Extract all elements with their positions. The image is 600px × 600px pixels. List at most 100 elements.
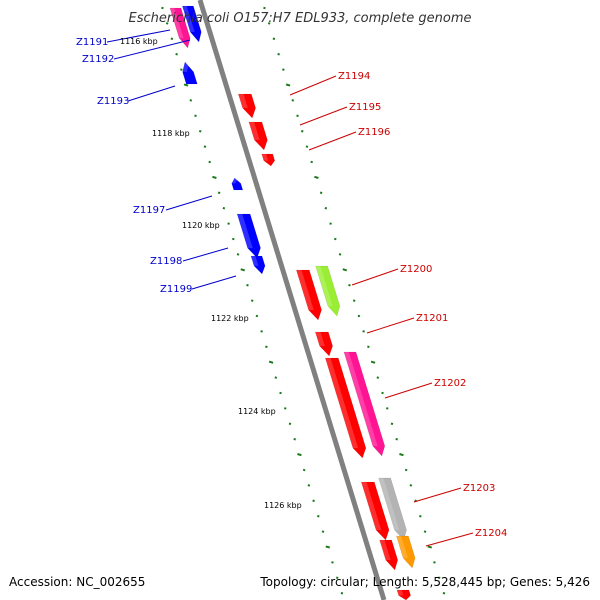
- tick-mark: [227, 222, 230, 225]
- tick-mark: [381, 391, 384, 395]
- kbp-label-1126: 1126 kbp: [264, 501, 302, 510]
- gene-label-z1192[interactable]: Z1192: [82, 54, 114, 65]
- gene-feature-z1204-red[interactable]: [396, 589, 411, 600]
- gene-feature-z1200-lime[interactable]: [315, 265, 341, 317]
- tick-mark: [305, 145, 309, 148]
- tick-mark: [212, 175, 217, 179]
- label-layer: Z1191 Z1192 Z1193 Z1194 Z1195 Z1196 Z1197 Z1198…: [76, 37, 507, 539]
- gene-label-z1198[interactable]: Z1198: [150, 256, 182, 267]
- gene-feature-highlight: [231, 178, 239, 184]
- tick-mark: [255, 314, 259, 318]
- leader-line-z1198: [182, 247, 229, 262]
- gene-feature-z1201-red[interactable]: [314, 331, 333, 357]
- gene-feature-z1203-red[interactable]: [360, 481, 390, 541]
- tick-mark: [232, 237, 235, 241]
- gene-feature-z1192-blue[interactable]: [182, 5, 202, 43]
- gene-feature-z1198-blue[interactable]: [236, 213, 261, 259]
- tick-mark: [409, 484, 413, 487]
- tick-mark: [222, 206, 226, 210]
- gene-feature-highlight: [343, 352, 378, 446]
- tick-mark: [314, 175, 319, 179]
- tick-mark: [329, 222, 332, 225]
- tick-mark: [175, 52, 178, 56]
- leader-line-z1193: [127, 85, 176, 102]
- tick-mark: [433, 561, 436, 564]
- tick-mark: [399, 453, 404, 457]
- map-title: Escherichia coli O157:H7 EDL933, complet…: [129, 11, 472, 26]
- gene-label-z1196[interactable]: Z1196: [358, 127, 390, 138]
- gene-feature-z1197-blue[interactable]: [231, 177, 244, 191]
- gene-label-z1199[interactable]: Z1199: [160, 284, 192, 295]
- gene-label-z1204[interactable]: Z1204: [475, 528, 507, 539]
- tick-mark: [312, 499, 315, 503]
- kbp-label-1116: 1116 kbp: [120, 37, 158, 46]
- gene-feature-z1195-red[interactable]: [248, 121, 268, 151]
- gene-feature-z1202-pink[interactable]: [343, 351, 386, 457]
- gene-label-z1202[interactable]: Z1202: [434, 378, 466, 389]
- leader-line-z1194: [289, 75, 337, 96]
- tick-mark: [442, 591, 446, 595]
- tick-mark: [208, 160, 211, 164]
- gene-feature-z1202-red[interactable]: [324, 357, 367, 459]
- kbp-label-1124: 1124 kbp: [238, 407, 276, 416]
- gene-feature-highlight: [248, 122, 260, 140]
- tick-mark: [348, 283, 351, 287]
- tick-mark: [390, 422, 394, 426]
- label-leaders: [106, 29, 474, 547]
- kbp-label-1120: 1120 kbp: [182, 221, 220, 230]
- gene-feature-z1200-red[interactable]: [295, 269, 322, 321]
- tick-mark: [340, 591, 344, 595]
- tick-mark: [285, 83, 291, 87]
- gene-feature-z1191-pink[interactable]: [169, 7, 191, 49]
- leader-line-z1192: [113, 39, 191, 60]
- tick-mark: [272, 37, 276, 41]
- gene-feature-highlight: [261, 154, 269, 161]
- tick-mark: [300, 129, 304, 133]
- gene-feature-highlight: [296, 270, 314, 310]
- gene-feature-z1194-red[interactable]: [237, 93, 256, 119]
- tick-mark: [203, 145, 207, 148]
- gene-feature-highlight: [238, 94, 248, 108]
- gene-feature-z1193-blue[interactable]: [182, 61, 198, 85]
- leader-line-z1191: [106, 29, 171, 43]
- gene-label-z1193[interactable]: Z1193: [97, 96, 129, 107]
- tick-layer: [161, 6, 446, 595]
- leader-line-z1196: [308, 131, 357, 151]
- gene-feature-z1204-orange[interactable]: [396, 535, 416, 569]
- gene-label-z1201[interactable]: Z1201: [416, 313, 448, 324]
- tick-mark: [307, 484, 311, 487]
- gene-feature-z1199-blue[interactable]: [250, 255, 266, 275]
- gene-feature-highlight: [378, 478, 400, 530]
- gene-label-z1203[interactable]: Z1203: [463, 483, 495, 494]
- gene-label-z1194[interactable]: Z1194: [338, 71, 370, 82]
- gene-label-z1191[interactable]: Z1191: [76, 37, 108, 48]
- tick-mark: [385, 407, 389, 410]
- tick-mark: [263, 6, 266, 10]
- genome-summary-text: Topology: circular; Length: 5,528,445 bp…: [259, 575, 590, 589]
- tick-mark: [236, 253, 240, 256]
- gene-feature-highlight: [396, 590, 404, 596]
- tick-mark: [288, 422, 292, 426]
- gene-label-z1195[interactable]: Z1195: [349, 102, 381, 113]
- gene-label-z1200[interactable]: Z1200: [400, 264, 432, 275]
- leader-line-z1202: [384, 382, 433, 399]
- genome-backbone: [197, 0, 387, 600]
- tick-mark: [279, 391, 282, 395]
- tick-mark: [217, 191, 221, 195]
- tick-mark: [268, 360, 274, 364]
- tick-mark: [370, 360, 376, 364]
- tick-mark: [376, 376, 380, 379]
- tick-mark: [240, 268, 246, 272]
- gene-feature-z1203-gray[interactable]: [378, 477, 407, 541]
- tick-mark: [250, 299, 254, 302]
- tick-mark: [335, 576, 339, 580]
- leader-line-z1199: [191, 275, 237, 290]
- tick-mark: [265, 345, 268, 349]
- leader-line-z1200: [351, 268, 399, 286]
- tick-mark: [334, 237, 337, 241]
- gene-label-z1197[interactable]: Z1197: [133, 205, 165, 216]
- gene-feature-highlight: [315, 266, 333, 306]
- gene-feature-z1196-red[interactable]: [261, 153, 276, 167]
- tick-mark: [437, 576, 441, 580]
- gene-feature-z1204-red[interactable]: [379, 539, 399, 571]
